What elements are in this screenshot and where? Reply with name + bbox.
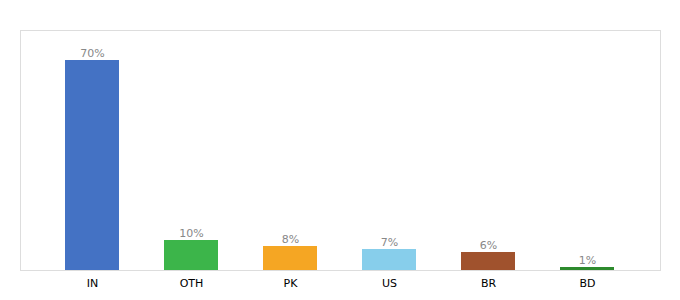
svg-text:PK: PK bbox=[284, 277, 299, 290]
svg-text:BR: BR bbox=[481, 277, 497, 290]
svg-text:BD: BD bbox=[579, 277, 595, 290]
svg-text:10%: 10% bbox=[179, 227, 203, 240]
svg-text:8%: 8% bbox=[282, 233, 299, 246]
svg-text:IN: IN bbox=[87, 277, 98, 290]
svg-text:70%: 70% bbox=[80, 47, 104, 60]
svg-text:7%: 7% bbox=[381, 236, 398, 249]
svg-text:OTH: OTH bbox=[180, 277, 204, 290]
svg-text:6%: 6% bbox=[480, 239, 497, 252]
svg-text:1%: 1% bbox=[579, 254, 596, 267]
svg-text:US: US bbox=[382, 277, 397, 290]
